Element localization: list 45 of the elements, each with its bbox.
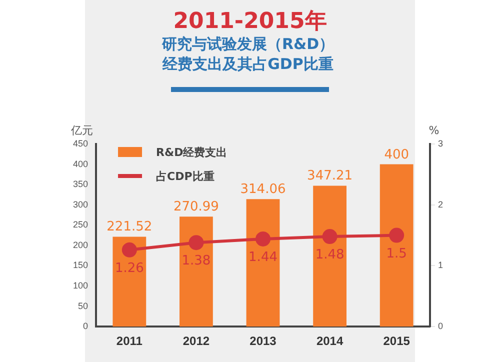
y-tick-label: 300 — [72, 199, 88, 210]
chart-subtitle: 研究与试验发展（R&D）经费支出及其占GDP比重 — [160, 34, 336, 74]
data-label: 270.99 — [173, 200, 219, 215]
chart-title: 2011-2015年 — [172, 8, 328, 36]
bar — [246, 199, 280, 327]
y2-tick-label: 2 — [438, 199, 444, 210]
point — [122, 242, 137, 258]
y-tick-label: 450 — [72, 138, 88, 148]
x-tick-label: 2012 — [182, 334, 210, 348]
point — [188, 235, 204, 250]
legend-label: R&D经费支出 — [156, 146, 228, 159]
y-tick-label: 400 — [72, 158, 88, 169]
data-label: 221.52 — [106, 220, 152, 235]
legend-label: 占CDP比重 — [156, 170, 214, 183]
y-tick-label: 250 — [72, 220, 88, 230]
data-label: 347.21 — [307, 168, 353, 184]
y-tick-label: 350 — [72, 179, 88, 190]
data-label: 400 — [384, 147, 410, 162]
point — [322, 229, 338, 244]
x-tick-label: 2013 — [250, 334, 277, 348]
bar — [380, 164, 414, 327]
data-label: 1.44 — [248, 250, 278, 265]
x-tick-label: 2015 — [383, 334, 410, 348]
data-label: 1.48 — [315, 248, 344, 263]
data-label: 1.26 — [114, 260, 144, 276]
x-tick-label: 2014 — [316, 334, 344, 348]
y2-tick-label: 3 — [438, 138, 444, 148]
y-axis-title: 亿元 — [70, 124, 93, 137]
y-tick-label: 150 — [72, 260, 88, 270]
bar — [180, 216, 213, 327]
y2-tick-label: 0 — [438, 321, 444, 332]
data-label: 1.5 — [386, 246, 407, 262]
y2-axis-title: % — [428, 124, 440, 137]
y2-tick-label: 1 — [438, 260, 444, 270]
point — [389, 228, 404, 243]
bar — [112, 236, 146, 327]
y-tick-label: 50 — [78, 300, 88, 311]
x-tick-label: 2011 — [116, 334, 143, 348]
data-label: 1.38 — [182, 254, 211, 269]
point — [256, 231, 271, 246]
y-tick-label: 0 — [83, 321, 88, 332]
y-tick-label: 200 — [72, 240, 88, 250]
bar — [313, 186, 346, 327]
y-tick-label: 100 — [72, 280, 88, 291]
data-label: 314.06 — [240, 182, 286, 198]
